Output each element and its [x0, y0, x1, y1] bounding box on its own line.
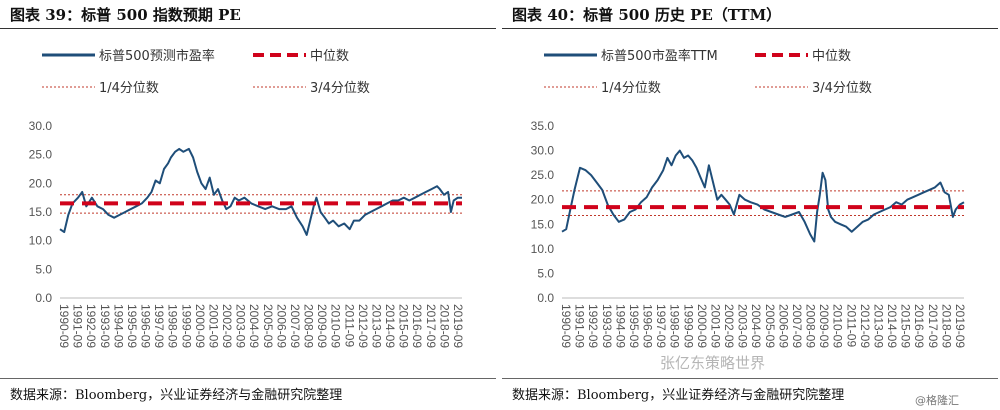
x-tick-label: 1992-09 — [586, 304, 600, 348]
x-tick-label: 2005-09 — [261, 304, 275, 348]
x-tick-label: 2018-09 — [437, 304, 451, 348]
y-tick-label: 15.0 — [29, 205, 53, 219]
x-tick-label: 2005-09 — [763, 304, 777, 348]
x-tick-label: 2014-09 — [383, 304, 397, 348]
legend-series-label: 标普500市盈率TTM — [601, 48, 718, 64]
x-tick-label: 1997-09 — [152, 304, 166, 348]
series-line — [561, 149, 965, 243]
y-tick-label: 25.0 — [531, 168, 555, 182]
x-tick-label: 1994-09 — [111, 304, 125, 348]
legend-q1-label: 1/4分位数 — [601, 81, 661, 96]
x-tick-label: 1991-09 — [573, 304, 587, 348]
y-tick-label: 20.0 — [29, 176, 53, 190]
x-tick-label: 2016-09 — [410, 304, 424, 348]
x-tick-label: 2001-09 — [206, 304, 220, 348]
x-tick-label: 1992-09 — [84, 304, 98, 348]
x-tick-label: 2004-09 — [749, 304, 763, 348]
x-tick-label: 2010-09 — [329, 304, 343, 348]
x-tick-label: 1998-09 — [166, 304, 180, 348]
x-tick-label: 2012-09 — [356, 304, 370, 348]
y-tick-label: 35.0 — [531, 119, 555, 133]
x-tick-label: 2009-09 — [817, 304, 831, 348]
x-tick-label: 1994-09 — [613, 304, 627, 348]
x-tick-label: 2019-09 — [451, 304, 465, 348]
x-tick-label: 2003-09 — [736, 304, 750, 348]
x-tick-label: 1996-09 — [641, 304, 655, 348]
y-tick-label: 30.0 — [29, 119, 53, 133]
x-tick-label: 2013-09 — [871, 304, 885, 348]
y-tick-label: 5.0 — [35, 262, 52, 276]
x-tick-label: 2014-09 — [885, 304, 899, 348]
y-tick-label: 0.0 — [35, 291, 52, 305]
x-tick-label: 1998-09 — [668, 304, 682, 348]
y-tick-label: 10.0 — [29, 234, 53, 248]
legend-q3-label: 3/4分位数 — [310, 81, 370, 96]
source-note: 数据来源：Bloomberg，兴业证券经济与金融研究院整理 — [10, 388, 343, 403]
x-tick-label: 2004-09 — [247, 304, 261, 348]
source-rule — [502, 378, 998, 379]
x-tick-label: 2007-09 — [790, 304, 804, 348]
legend-q3-label: 3/4分位数 — [812, 81, 872, 96]
figure-title: 图表 39：标普 500 指数预期 PE — [10, 6, 241, 24]
x-tick-label: 1991-09 — [71, 304, 85, 348]
x-tick-label: 2009-09 — [315, 304, 329, 348]
chart-panel-right: 图表 40：标普 500 历史 PE（TTM） 标普500市盈率TTM 中位数 1/… — [502, 0, 998, 410]
chart-svg-right: 标普500市盈率TTM 中位数 1/4分位数 3/4分位数 0.0 5.0 10.0 15.0… — [531, 48, 967, 348]
legend-series-label: 标普500预测市盈率 — [99, 48, 215, 64]
x-tick-label: 2012-09 — [858, 304, 872, 348]
x-tick-label: 2006-09 — [274, 304, 288, 348]
x-tick-label: 2011-09 — [844, 304, 858, 347]
legend-q1-label: 1/4分位数 — [99, 81, 159, 96]
source-rule — [0, 378, 496, 379]
x-tick-label: 1993-09 — [98, 304, 112, 348]
source-note: 数据来源：Bloomberg，兴业证券经济与金融研究院整理 — [512, 388, 845, 403]
title-rule — [0, 28, 496, 29]
x-tick-label: 1995-09 — [125, 304, 139, 348]
y-tick-label: 10.0 — [531, 242, 555, 256]
legend-median-label: 中位数 — [812, 49, 851, 64]
x-tick-label: 2008-09 — [804, 304, 818, 348]
x-tick-label: 2008-09 — [302, 304, 316, 348]
x-tick-label: 1990-09 — [559, 304, 573, 348]
x-tick-label: 2018-09 — [939, 304, 953, 348]
chart-panel-left: 图表 39：标普 500 指数预期 PE 标普500预测市盈率 中位数 1/4分位数… — [0, 0, 496, 410]
x-tick-label: 1999-09 — [681, 304, 695, 348]
x-tick-label: 1999-09 — [179, 304, 193, 348]
y-tick-label: 0.0 — [537, 291, 554, 305]
y-tick-label: 25.0 — [29, 148, 53, 162]
x-tick-label: 2015-09 — [397, 304, 411, 348]
x-tick-label: 2019-09 — [953, 304, 967, 348]
y-tick-label: 15.0 — [531, 217, 555, 231]
x-tick-label: 2007-09 — [288, 304, 302, 348]
chart-svg-left: 标普500预测市盈率 中位数 1/4分位数 3/4分位数 0.0 5.0 10.0 15.0 2… — [29, 48, 465, 348]
x-tick-label: 2000-09 — [695, 304, 709, 348]
legend-median-label: 中位数 — [310, 49, 349, 64]
x-tick-label: 2010-09 — [831, 304, 845, 348]
figure-title: 图表 40：标普 500 历史 PE（TTM） — [512, 6, 782, 24]
x-tick-label: 2002-09 — [722, 304, 736, 348]
x-tick-label: 1996-09 — [139, 304, 153, 348]
x-tick-label: 2011-09 — [342, 304, 356, 347]
x-tick-label: 2002-09 — [220, 304, 234, 348]
y-tick-label: 5.0 — [537, 266, 554, 280]
x-tick-label: 2001-09 — [708, 304, 722, 348]
x-tick-label: 1993-09 — [600, 304, 614, 348]
x-tick-label: 2000-09 — [193, 304, 207, 348]
x-tick-label: 2006-09 — [776, 304, 790, 348]
y-tick-label: 30.0 — [531, 144, 555, 158]
x-tick-label: 2016-09 — [912, 304, 926, 348]
x-tick-label: 1990-09 — [57, 304, 71, 348]
x-tick-label: 2017-09 — [424, 304, 438, 348]
x-tick-label: 2013-09 — [369, 304, 383, 348]
series-line — [59, 147, 462, 236]
y-tick-label: 20.0 — [531, 193, 555, 207]
title-rule — [502, 28, 998, 29]
x-tick-label: 1997-09 — [654, 304, 668, 348]
watermark-credit: @格隆汇 — [915, 394, 959, 407]
x-tick-label: 1995-09 — [627, 304, 641, 348]
x-tick-label: 2017-09 — [926, 304, 940, 348]
x-tick-label: 2015-09 — [899, 304, 913, 348]
x-tick-label: 2003-09 — [234, 304, 248, 348]
watermark: 张亿东策略世界 — [660, 354, 766, 372]
